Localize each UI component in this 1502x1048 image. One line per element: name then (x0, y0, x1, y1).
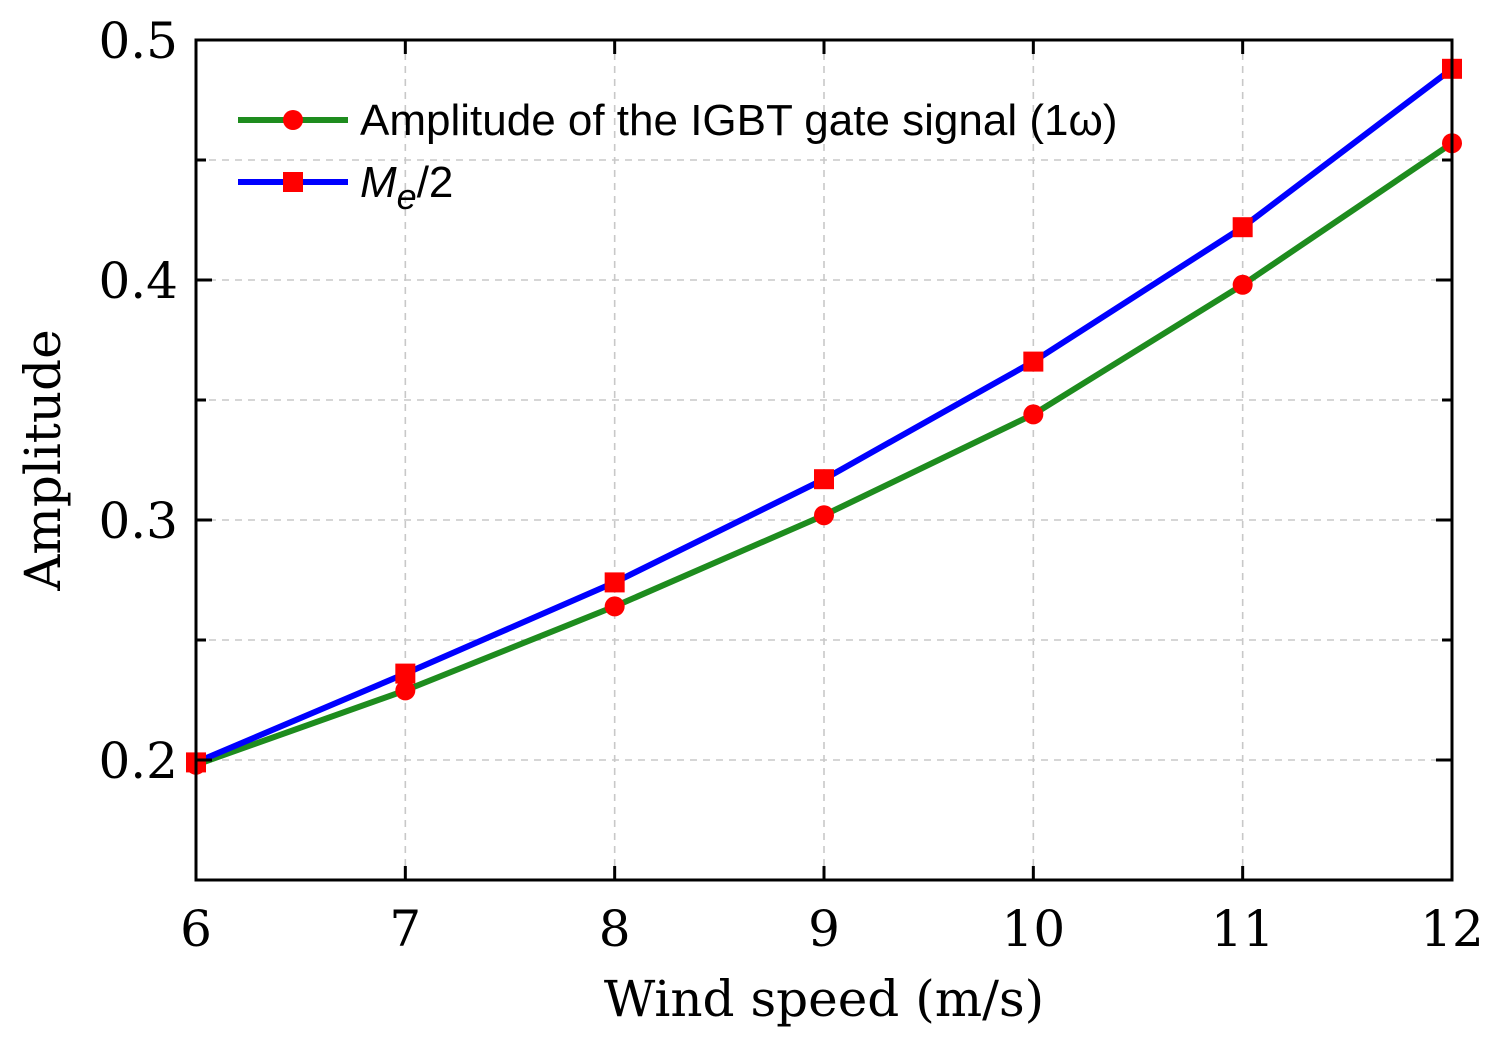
legend-marker-square (283, 172, 303, 192)
legend-label-me-tail: /2 (417, 158, 454, 207)
legend-marker-circle (283, 110, 303, 130)
y-tick-label: 0.2 (98, 732, 178, 790)
data-point-circle (395, 680, 416, 701)
data-point-square (604, 572, 625, 593)
x-tick-label: 7 (389, 900, 421, 958)
x-axis-title: Wind speed (m/s) (604, 970, 1044, 1028)
y-tick-label: 0.4 (98, 252, 178, 310)
x-tick-label: 8 (599, 900, 631, 958)
tick-labels: 6 7 8 9 10 11 12 0.2 0.3 0.4 0.5 (98, 12, 1483, 958)
x-tick-label: 11 (1211, 900, 1275, 958)
x-tick-label: 10 (1002, 900, 1066, 958)
tick-marks (194, 38, 1454, 880)
data-point-square (395, 663, 416, 684)
x-tick-label: 9 (808, 900, 840, 958)
series-layer (186, 58, 1462, 775)
data-point-square (1232, 217, 1253, 238)
data-point-circle (1232, 274, 1253, 295)
legend-label-me-half: Me/2 (360, 158, 453, 217)
x-tick-label: 12 (1420, 900, 1484, 958)
data-point-square (1023, 351, 1044, 372)
legend-item-me-half: Me/2 (238, 158, 453, 217)
y-axis-title: Amplitude (14, 329, 72, 591)
y-tick-label: 0.3 (98, 492, 178, 550)
data-point-circle (1023, 404, 1044, 425)
legend-label-gate-signal: Amplitude of the IGBT gate signal (1ω) (360, 96, 1117, 145)
x-tick-label: 6 (180, 900, 212, 958)
grid (196, 40, 1452, 880)
data-point-square (814, 469, 834, 490)
data-point-circle (814, 505, 834, 526)
y-tick-label: 0.5 (98, 12, 178, 70)
data-point-circle (604, 596, 625, 617)
legend: Amplitude of the IGBT gate signal (1ω) M… (238, 96, 1117, 217)
legend-item-gate-signal: Amplitude of the IGBT gate signal (1ω) (238, 96, 1117, 145)
legend-label-me-main: M (360, 158, 397, 207)
legend-label-me-sub: e (397, 176, 417, 217)
